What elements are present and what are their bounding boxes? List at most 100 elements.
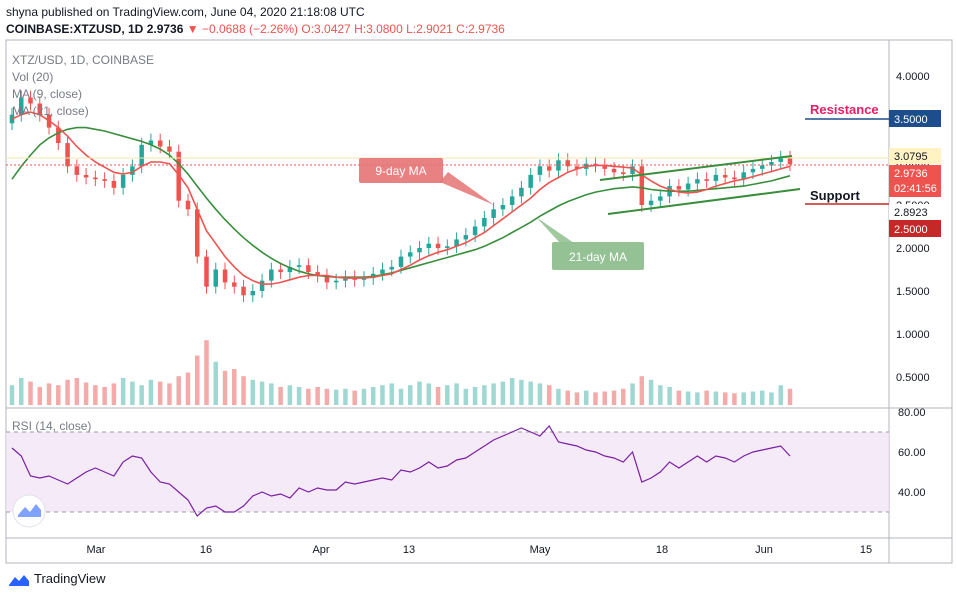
candle xyxy=(333,273,339,290)
candle xyxy=(509,189,515,212)
volume-bar xyxy=(778,385,783,405)
candle xyxy=(574,159,580,176)
time-tick-label: Apr xyxy=(312,544,329,556)
ma21-line xyxy=(11,126,791,279)
volume-bar xyxy=(435,387,441,405)
candle xyxy=(213,262,219,294)
legend-ma9: MA (9, close) xyxy=(12,87,82,101)
candle xyxy=(787,150,793,172)
ma9-callout xyxy=(359,158,443,183)
candle xyxy=(426,236,432,255)
footer-brand[interactable]: TradingView xyxy=(8,571,106,587)
last-price: 2.9736 xyxy=(146,22,184,36)
candle xyxy=(324,268,330,290)
candle xyxy=(565,153,570,174)
volume-bar xyxy=(333,389,339,405)
volume-bar xyxy=(213,361,219,405)
volume-bar xyxy=(500,381,506,405)
candle xyxy=(722,168,728,185)
volume-bar xyxy=(296,387,302,405)
volume-bar xyxy=(787,388,793,405)
rsi-tick-label: 80.00 xyxy=(898,407,926,419)
candle xyxy=(676,179,682,197)
volume-bar xyxy=(676,390,682,405)
candle xyxy=(500,198,506,217)
candle xyxy=(241,279,246,303)
volume-bar xyxy=(537,383,543,405)
channel-upper-trendline xyxy=(599,155,793,181)
candle xyxy=(759,158,765,176)
volume-bar xyxy=(648,379,654,405)
volume-bar xyxy=(732,393,737,405)
volume-bar xyxy=(741,392,746,405)
legend-symbol: XTZ/USD, 1D, COINBASE xyxy=(12,53,154,67)
rsi-tick-label: 40.00 xyxy=(898,487,926,499)
volume-bar xyxy=(139,385,144,405)
volume-bar xyxy=(148,379,154,405)
candle xyxy=(130,159,135,182)
volume-bar xyxy=(65,379,70,405)
volume-bar xyxy=(343,388,348,405)
time-tick-label: Jun xyxy=(755,544,773,556)
candle xyxy=(120,168,126,195)
volume-bar xyxy=(380,385,385,405)
ma9-line xyxy=(11,111,791,285)
volume-bar xyxy=(176,376,181,405)
volume-bar xyxy=(37,387,43,405)
tradingview-logo-icon xyxy=(9,574,29,586)
volume-bar xyxy=(426,383,432,405)
rsi-tick-label: 60.00 xyxy=(898,447,926,459)
candle xyxy=(602,158,608,176)
ohlc-values: O:3.0427 H:3.0800 L:2.9021 C:2.9736 xyxy=(301,22,505,36)
publish-line: shyna published on TradingView.com, June… xyxy=(6,5,365,19)
volume-bar xyxy=(593,392,598,405)
volume-bar xyxy=(352,390,357,405)
ma21-callout-text: 21-day MA xyxy=(569,250,627,264)
last-price-tag: 2.9736 02:41:56 xyxy=(889,165,941,197)
svg-text:2.8923: 2.8923 xyxy=(894,207,928,219)
price-change: ▼ −0.0688 (−2.26%) xyxy=(186,22,299,36)
price-tick-label: 4.0000 xyxy=(896,71,930,83)
price-tick-label: 1.0000 xyxy=(896,329,930,341)
volume-bar xyxy=(74,378,80,405)
tradingview-watermark-icon xyxy=(12,494,46,528)
candle xyxy=(519,180,524,204)
volume-bar xyxy=(509,378,515,405)
volume-bar xyxy=(306,388,311,405)
candle xyxy=(630,159,635,181)
candle xyxy=(259,273,265,298)
candle xyxy=(408,245,413,264)
low-price-tag: 2.8923 xyxy=(889,204,941,219)
ma21-callout-pointer xyxy=(536,217,574,243)
volume-bar xyxy=(83,382,89,405)
candle xyxy=(194,202,200,264)
volume-bar xyxy=(482,385,487,405)
volume-bar xyxy=(157,381,163,405)
candle xyxy=(83,168,89,185)
candle xyxy=(74,159,80,182)
volume-bar xyxy=(93,385,98,405)
ma9-callout-text: 9-day MA xyxy=(375,164,426,178)
volume-bar xyxy=(241,376,246,405)
candle xyxy=(148,133,154,152)
volume-bar xyxy=(204,340,209,405)
candle xyxy=(695,172,700,191)
volume-bar xyxy=(556,388,561,405)
candle xyxy=(315,265,320,283)
volume-bar xyxy=(102,387,107,405)
support-price-tag: 2.5000 xyxy=(889,220,941,237)
volume-bar xyxy=(583,390,589,405)
volume-bar xyxy=(9,385,15,405)
volume-bar xyxy=(722,392,728,405)
volume-bar xyxy=(611,390,617,405)
volume-bar xyxy=(232,369,237,405)
candle xyxy=(361,271,367,287)
volume-bar xyxy=(120,378,126,405)
volume-bar xyxy=(685,391,691,405)
svg-text:02:41:56: 02:41:56 xyxy=(894,183,937,195)
candle xyxy=(741,165,746,187)
volume-bar xyxy=(519,379,524,405)
high-price-tag: 3.0795 xyxy=(889,148,941,164)
candle xyxy=(343,270,348,288)
